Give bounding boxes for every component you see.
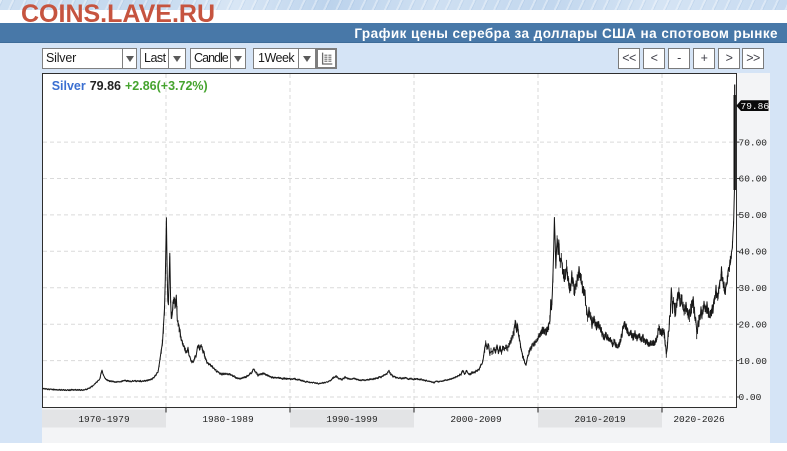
svg-text:20.00: 20.00 (739, 319, 768, 330)
svg-text:2010-2019: 2010-2019 (574, 414, 626, 425)
svg-text:50.00: 50.00 (739, 210, 768, 221)
svg-text:10.00: 10.00 (739, 356, 768, 367)
svg-text:2020-2026: 2020-2026 (673, 414, 725, 425)
svg-text:40.00: 40.00 (739, 247, 768, 258)
svg-text:70.00: 70.00 (739, 137, 768, 148)
svg-text:2000-2009: 2000-2009 (450, 414, 502, 425)
svg-text:0.00: 0.00 (739, 392, 762, 403)
svg-text:60.00: 60.00 (739, 174, 768, 185)
svg-text:30.00: 30.00 (739, 283, 768, 294)
svg-text:79.86: 79.86 (741, 101, 770, 112)
svg-text:1980-1989: 1980-1989 (202, 414, 254, 425)
svg-text:1970-1979: 1970-1979 (78, 414, 130, 425)
svg-text:Silver 79.86 +2.86(+3.72%): Silver 79.86 +2.86(+3.72%) (52, 79, 208, 93)
svg-text:1990-1999: 1990-1999 (326, 414, 378, 425)
